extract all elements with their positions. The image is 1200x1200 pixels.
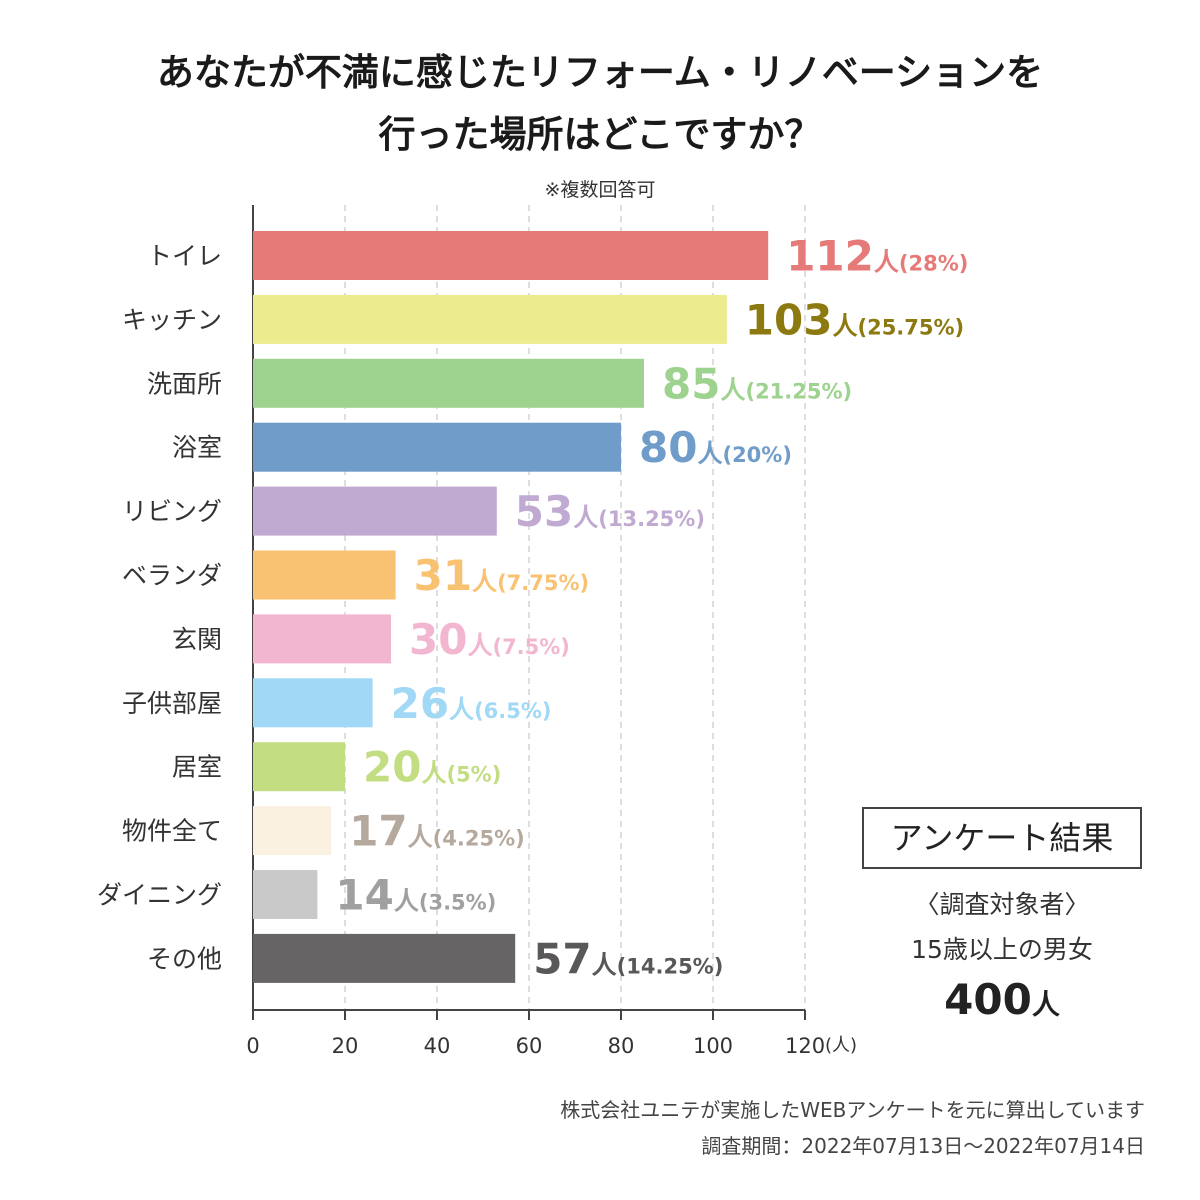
survey-result-box: アンケート結果 [862, 807, 1142, 869]
value-percent: (6.5%) [474, 699, 551, 723]
x-tick-label: 100 [693, 1034, 733, 1058]
value-number: 112 [786, 232, 874, 281]
target-count: 400人 [862, 975, 1142, 1024]
category-label: 浴室 [172, 433, 222, 462]
bar [253, 231, 769, 280]
value-number: 31 [414, 551, 472, 600]
value-unit: 人 [421, 759, 446, 788]
category-label: 子供部屋 [122, 689, 222, 718]
value-label: 53人(13.25%) [515, 487, 705, 536]
bar [253, 742, 345, 792]
value-number: 85 [662, 359, 720, 408]
value-percent: (25.75%) [857, 315, 964, 339]
value-label: 57人(14.25%) [533, 934, 723, 983]
value-percent: (21.25%) [745, 379, 852, 403]
value-number: 80 [639, 423, 697, 472]
value-label: 112人(28%) [786, 232, 968, 281]
footnote: 株式会社ユニテが実施したWEBアンケートを元に算出しています [560, 1098, 1145, 1122]
bar [253, 614, 391, 664]
category-label: その他 [147, 944, 222, 973]
value-percent: (13.25%) [598, 507, 705, 531]
value-unit: 人 [408, 823, 433, 852]
x-tick-label: 0 [246, 1034, 259, 1058]
bar [253, 550, 396, 600]
category-label: トイレ [147, 242, 222, 271]
target-count-unit: 人 [1031, 988, 1060, 1021]
category-label: キッチン [122, 305, 222, 334]
bar [253, 678, 373, 728]
value-number: 53 [515, 487, 573, 536]
x-tick-label: 40 [424, 1034, 451, 1058]
x-tick-label: 60 [516, 1034, 543, 1058]
survey-period: 調査期間：2022年07月13日～2022年07月14日 [701, 1134, 1145, 1158]
bar [253, 806, 332, 856]
value-label: 30人(7.5%) [409, 615, 570, 664]
target-description: 15歳以上の男女 [911, 935, 1093, 964]
category-label: 玄関 [172, 625, 222, 654]
value-unit: 人 [697, 439, 722, 468]
chart-title-line2: 行った場所はどこですか？ [378, 113, 822, 156]
value-percent: (7.75%) [497, 571, 589, 595]
bar [253, 870, 318, 919]
value-unit: 人 [467, 631, 492, 660]
value-number: 103 [745, 295, 833, 344]
value-number: 57 [533, 934, 591, 983]
x-tick-label: 80 [608, 1034, 635, 1058]
category-label: ベランダ [122, 561, 222, 590]
value-unit: 人 [592, 950, 617, 979]
value-label: 20人(5%) [363, 743, 501, 792]
bar [253, 486, 497, 536]
value-percent: (5%) [446, 763, 501, 787]
chart-title-line1: あなたが不満に感じたリフォーム・リノベーションを [156, 51, 1044, 94]
value-label: 26人(6.5%) [391, 679, 552, 728]
category-label: 洗面所 [147, 369, 222, 398]
value-percent: (7.5%) [492, 635, 569, 659]
bar [253, 358, 644, 408]
target-count-number: 400 [944, 975, 1032, 1024]
category-label: 居室 [172, 753, 222, 782]
value-label: 31人(7.75%) [414, 551, 590, 600]
value-percent: (4.25%) [433, 827, 525, 851]
category-label: リビング [122, 497, 222, 526]
category-label: ダイニング [97, 881, 222, 910]
value-number: 26 [391, 679, 449, 728]
value-unit: 人 [720, 375, 745, 404]
bar [253, 294, 727, 344]
value-unit: 人 [573, 503, 598, 532]
value-unit: 人 [449, 695, 474, 724]
value-unit: 人 [832, 311, 857, 340]
x-tick-label: 20 [332, 1034, 359, 1058]
value-percent: (3.5%) [419, 891, 496, 915]
x-tick-label: 120 [785, 1034, 825, 1058]
value-label: 103人(25.75%) [745, 295, 964, 344]
value-label: 80人(20%) [639, 423, 792, 472]
bar [253, 422, 621, 472]
category-label: 物件全て [122, 817, 222, 846]
bar [253, 933, 516, 983]
value-percent: (14.25%) [617, 954, 724, 978]
value-unit: 人 [472, 567, 497, 596]
value-label: 85人(21.25%) [662, 359, 852, 408]
value-number: 14 [335, 871, 393, 920]
value-percent: (20%) [722, 443, 791, 467]
value-percent: (28%) [899, 252, 968, 276]
x-unit-label: (人) [825, 1035, 857, 1056]
value-number: 30 [409, 615, 467, 664]
value-unit: 人 [394, 887, 419, 916]
target-title: 〈調査対象者〉 [914, 890, 1090, 919]
value-unit: 人 [874, 248, 899, 277]
value-label: 17人(4.25%) [349, 807, 525, 856]
chart-subtitle: ※複数回答可 [544, 179, 656, 201]
value-label: 14人(3.5%) [335, 871, 496, 920]
value-number: 20 [363, 743, 421, 792]
value-number: 17 [349, 807, 407, 856]
